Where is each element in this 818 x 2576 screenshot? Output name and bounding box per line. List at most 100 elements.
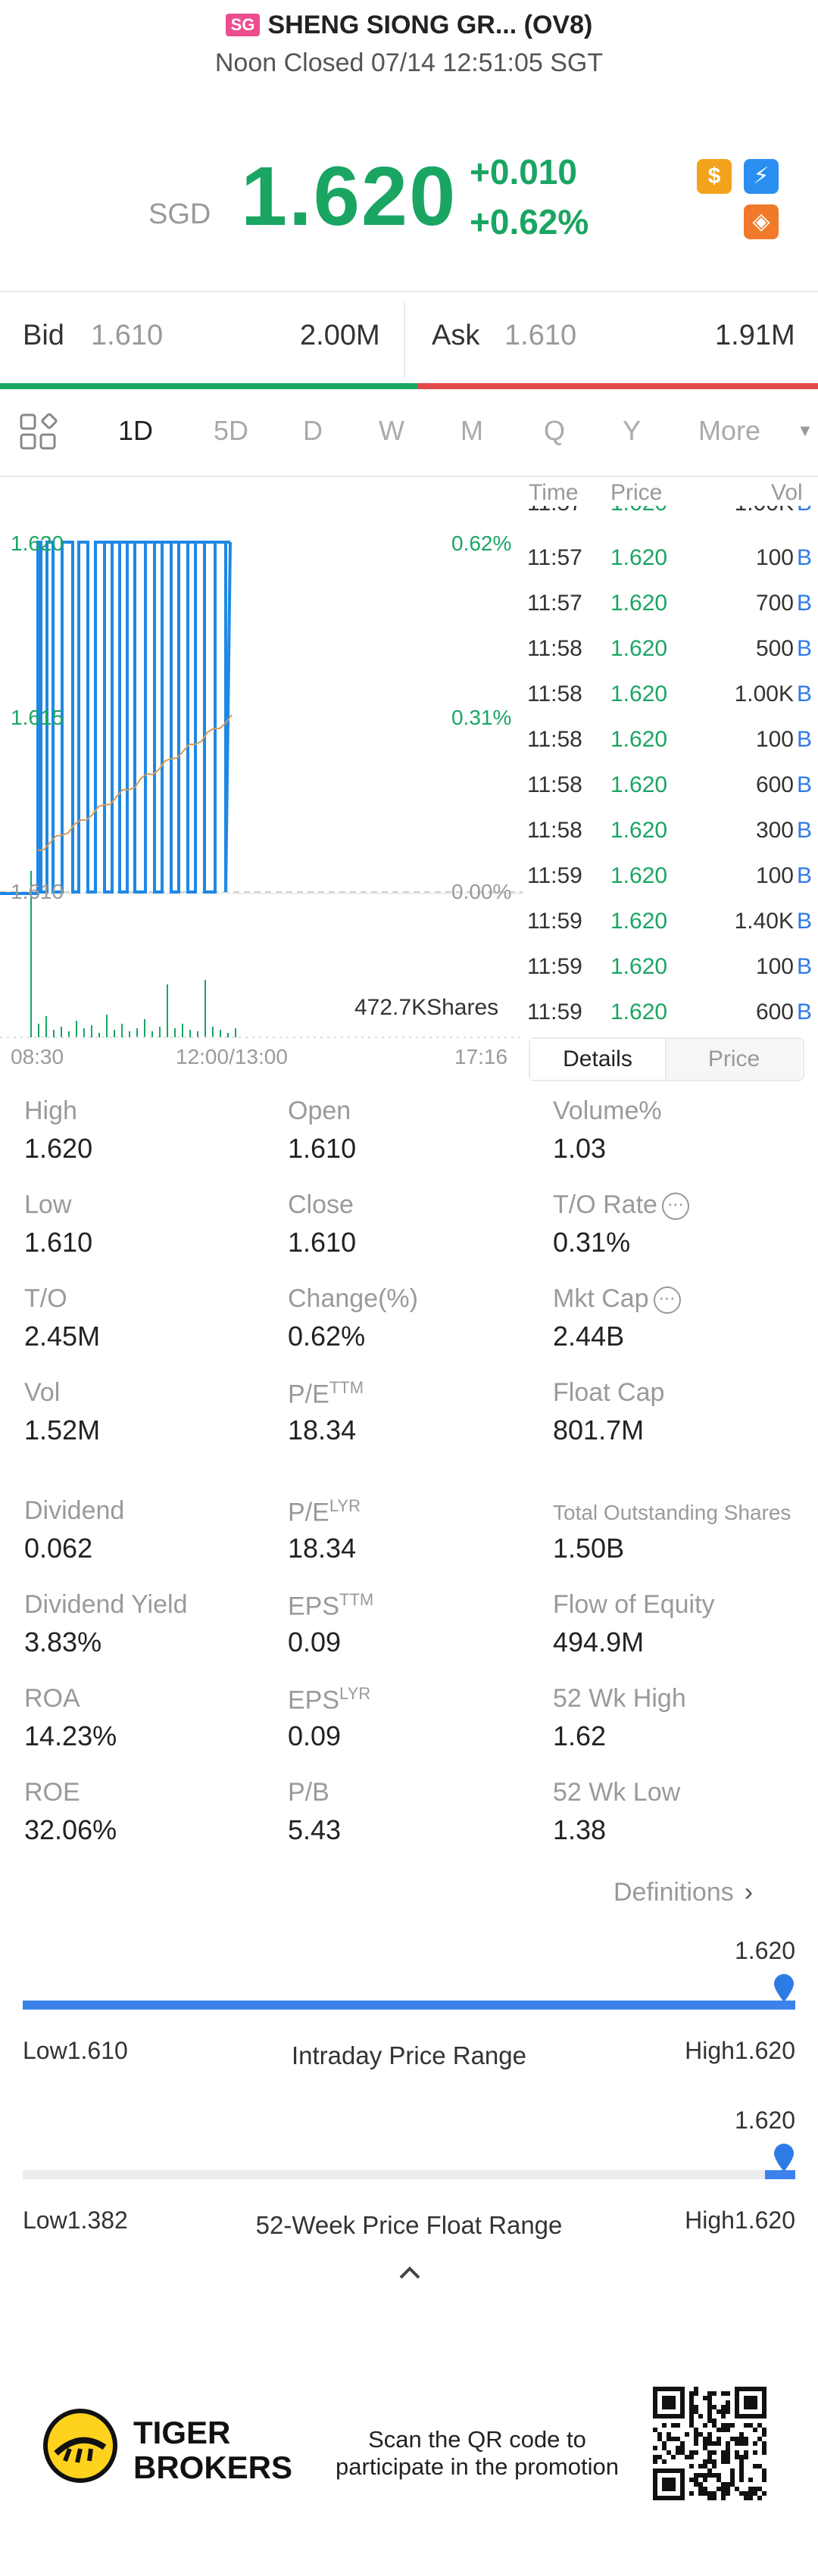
volume-bar bbox=[83, 1028, 85, 1037]
info-icon[interactable]: ⋯ bbox=[653, 1286, 681, 1314]
intraday-chart[interactable] bbox=[0, 479, 523, 1054]
trade-price: 1.620 bbox=[610, 506, 667, 516]
qr-module bbox=[717, 2487, 721, 2491]
trade-price: 1.620 bbox=[610, 772, 668, 797]
trade-row: 11:58 1.620 300 B bbox=[527, 818, 818, 848]
tab-month[interactable]: M bbox=[461, 415, 483, 446]
x-axis-label-open: 08:30 bbox=[11, 1045, 64, 1068]
tab-year[interactable]: Y bbox=[623, 415, 642, 446]
trade-side: B bbox=[797, 545, 813, 570]
tab-day[interactable]: D bbox=[303, 415, 323, 446]
stat-pelyr-label: P/ELYR bbox=[288, 1496, 361, 1527]
qr-module bbox=[694, 2437, 698, 2441]
qr-module bbox=[726, 2459, 730, 2464]
definitions-link[interactable]: Definitions › bbox=[614, 1878, 753, 1907]
qr-module bbox=[662, 2446, 667, 2450]
qr-module bbox=[739, 2473, 744, 2478]
qr-module bbox=[762, 2468, 766, 2473]
trade-time: 11:59 bbox=[527, 1000, 582, 1024]
tab-price[interactable]: Price bbox=[667, 1039, 801, 1080]
tab-1d[interactable]: 1D bbox=[118, 415, 154, 446]
x-axis-label-mid: 12:00/13:00 bbox=[176, 1045, 288, 1068]
pct-axis-label-mid: 0.31% bbox=[451, 706, 512, 729]
qr-module bbox=[689, 2419, 694, 2423]
trade-row: 11:59 1.620 1.40K B bbox=[527, 909, 818, 939]
chevron-up-icon[interactable] bbox=[398, 2264, 422, 2284]
stat-change-value: 0.62% bbox=[288, 1321, 366, 1352]
price-change: +0.010 bbox=[470, 152, 577, 192]
tab-more[interactable]: More bbox=[698, 415, 761, 446]
qr-module bbox=[721, 2450, 726, 2455]
trade-time: 11:58 bbox=[527, 818, 582, 843]
layout-grid-icon[interactable] bbox=[20, 413, 58, 455]
tab-week[interactable]: W bbox=[379, 415, 404, 446]
price-change-pct: +0.62% bbox=[470, 202, 589, 242]
qr-code[interactable] bbox=[653, 2387, 766, 2500]
volume-bars bbox=[30, 871, 236, 1037]
tab-5d[interactable]: 5D bbox=[214, 415, 249, 446]
qr-module bbox=[753, 2441, 757, 2446]
qr-module bbox=[721, 2405, 726, 2409]
pct-axis-label-high: 0.62% bbox=[451, 532, 512, 555]
qr-module bbox=[739, 2455, 744, 2459]
chevron-down-icon[interactable]: ▼ bbox=[797, 421, 813, 440]
qr-module bbox=[762, 2450, 766, 2455]
qr-module bbox=[717, 2441, 721, 2446]
qr-module bbox=[739, 2437, 744, 2441]
trade-time: 11:59 bbox=[527, 954, 582, 979]
qr-module bbox=[689, 2455, 694, 2459]
trade-side: B bbox=[797, 772, 813, 797]
trade-vol: 300 bbox=[755, 818, 794, 843]
trade-vol: 600 bbox=[755, 1000, 794, 1024]
qr-module bbox=[712, 2391, 717, 2396]
y-axis-label-high: 1.620 bbox=[11, 532, 64, 555]
tab-quarter[interactable]: Q bbox=[544, 415, 566, 446]
qr-module bbox=[707, 2391, 712, 2396]
lightning-icon[interactable]: ⚡ bbox=[744, 159, 779, 194]
volume-bar bbox=[45, 1016, 47, 1037]
qr-module bbox=[671, 2455, 676, 2459]
stat-torate-text: T/O Rate bbox=[553, 1190, 657, 1219]
qr-module bbox=[721, 2482, 726, 2487]
qr-module bbox=[717, 2437, 721, 2441]
info-icon[interactable]: ⋯ bbox=[661, 1193, 689, 1220]
tab-details[interactable]: Details bbox=[530, 1039, 667, 1080]
stat-eps-text: EPS bbox=[288, 1592, 340, 1621]
qr-module bbox=[739, 2491, 744, 2496]
trade-side: B bbox=[797, 591, 813, 616]
qr-module bbox=[721, 2487, 726, 2491]
trade-time: 11:58 bbox=[527, 636, 582, 661]
qr-module bbox=[712, 2423, 717, 2428]
trade-row: 11:57 1.620 100 B bbox=[527, 545, 818, 575]
qr-module bbox=[726, 2405, 730, 2409]
qr-module bbox=[730, 2482, 735, 2487]
options-icon[interactable]: ◈ bbox=[744, 204, 779, 239]
trades-header-vol: Vol bbox=[771, 480, 803, 505]
promo-text-1: Scan the QR code to bbox=[368, 2426, 586, 2453]
qr-module bbox=[726, 2428, 730, 2432]
trade-vol: 600 bbox=[755, 772, 794, 797]
stat-low-label: Low bbox=[24, 1190, 72, 1219]
qr-module bbox=[757, 2496, 762, 2500]
qr-module bbox=[762, 2473, 766, 2478]
qr-module bbox=[703, 2491, 707, 2496]
dollar-icon[interactable]: $ bbox=[697, 159, 732, 194]
stat-dividend-value: 0.062 bbox=[24, 1533, 93, 1564]
trade-row-partial: 11:57 1.620 1.00K B bbox=[527, 506, 818, 521]
qr-module bbox=[712, 2450, 717, 2455]
qr-module bbox=[744, 2450, 748, 2455]
qr-module bbox=[757, 2423, 762, 2428]
qr-module bbox=[712, 2496, 717, 2500]
volume-bar bbox=[151, 1031, 153, 1037]
market-badge: SG bbox=[225, 14, 261, 36]
volume-bar bbox=[189, 1030, 191, 1037]
divider bbox=[404, 301, 405, 377]
stat-torate-value: 0.31% bbox=[553, 1227, 631, 1258]
qr-module bbox=[748, 2496, 753, 2500]
week52-low: Low1.382 bbox=[23, 2206, 128, 2234]
ask-strength-bar bbox=[417, 383, 818, 389]
trade-row: 11:58 1.620 100 B bbox=[527, 727, 818, 757]
stat-dividend-label: Dividend bbox=[24, 1496, 125, 1525]
volume-bar bbox=[220, 1030, 221, 1037]
stat-volpct-value: 1.03 bbox=[553, 1133, 607, 1164]
